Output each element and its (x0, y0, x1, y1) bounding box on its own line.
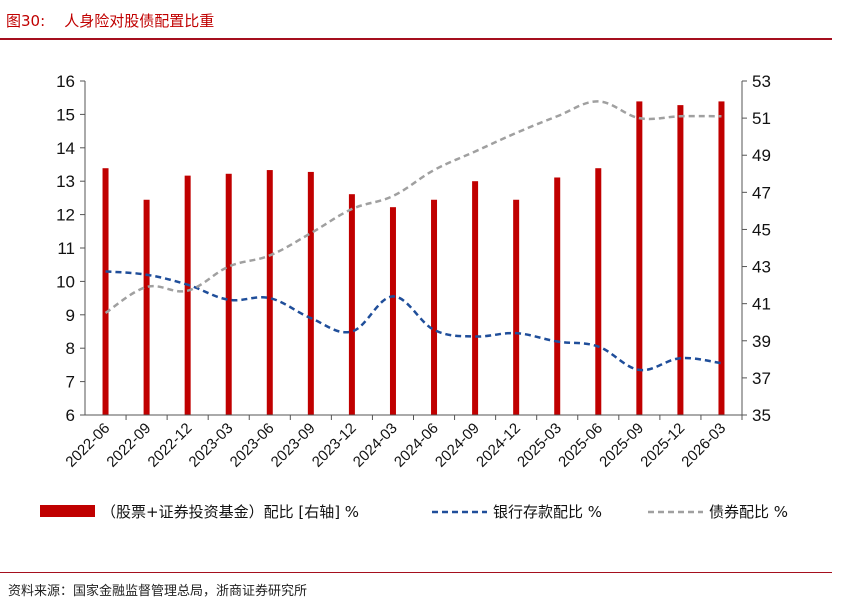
x-tick-label: 2026-03 (678, 420, 729, 471)
x-tick-label: 2024-03 (350, 420, 401, 471)
bar-equity (348, 194, 355, 415)
x-tick-label: 2022-06 (62, 420, 113, 471)
bar-equity (307, 171, 314, 415)
legend-label-equity: （股票+证券投资基金）配比 [右轴] % (101, 503, 359, 521)
bar-equity (431, 199, 438, 415)
bar-equity (184, 175, 191, 415)
x-tick-label: 2025-12 (637, 420, 688, 471)
legend-label-bond: 债券配比 % (709, 503, 788, 521)
x-tick-label: 2023-03 (186, 420, 237, 471)
bar-equity (595, 168, 602, 415)
bottom-rule (0, 572, 832, 573)
left-tick-label: 15 (56, 105, 75, 124)
x-tick-label: 2025-03 (514, 420, 565, 471)
right-tick-label: 47 (752, 183, 771, 202)
left-tick-label: 9 (66, 306, 75, 325)
right-tick-label: 35 (752, 406, 771, 425)
right-tick-label: 41 (752, 295, 771, 314)
bar-equity (718, 101, 725, 416)
legend-item-bank: 银行存款配比 % (432, 503, 602, 521)
figure-title: 图30: 人身险对股债配置比重 (6, 12, 215, 30)
x-tick-label: 2022-09 (103, 420, 154, 471)
bar-equity (225, 173, 232, 415)
left-tick-label: 16 (56, 72, 75, 91)
bar-equity (677, 105, 684, 415)
right-tick-label: 51 (752, 109, 771, 128)
right-tick-label: 37 (752, 369, 771, 388)
chart: 6 7 8 9 10 11 12 13 14 15 16 35 37 39 41 43 45 47 49 51 53 20… (40, 72, 788, 521)
right-tick-label: 45 (752, 220, 771, 239)
bar-equity (266, 170, 273, 415)
bar-equity (554, 177, 561, 415)
left-tick-label: 12 (56, 206, 75, 225)
left-tick-label: 14 (56, 139, 75, 158)
line-bank-deposits (105, 270, 722, 372)
left-tick-label: 7 (66, 373, 75, 392)
right-tick-label: 53 (752, 72, 771, 91)
bar-equity (636, 101, 643, 416)
x-tick-label: 2023-09 (268, 420, 319, 471)
legend-item-bond: 债券配比 % (648, 503, 788, 521)
x-tick-label: 2025-09 (596, 420, 647, 471)
x-tick-label: 2022-12 (145, 420, 196, 471)
bar-equity (472, 181, 479, 415)
bar-equity (513, 199, 520, 415)
source-note: 资料来源：国家金融监督管理总局，浙商证券研究所 (8, 584, 308, 599)
right-tick-label: 43 (752, 258, 771, 277)
bar-equity (102, 168, 109, 415)
x-tick-label: 2024-06 (391, 420, 442, 471)
x-tick-label: 2023-12 (309, 420, 360, 471)
x-tick-label: 2023-06 (227, 420, 278, 471)
line-bonds (104, 100, 722, 315)
x-tick-label: 2025-06 (555, 420, 606, 471)
legend-item-equity: （股票+证券投资基金）配比 [右轴] % (40, 503, 359, 521)
right-tick-label: 39 (752, 332, 771, 351)
legend-swatch-equity (40, 505, 95, 517)
left-tick-label: 8 (66, 339, 75, 358)
bar-equity (143, 199, 150, 415)
left-tick-label: 13 (56, 172, 75, 191)
top-rule (0, 38, 832, 40)
x-tick-label: 2024-09 (432, 420, 483, 471)
right-tick-label: 49 (752, 146, 771, 165)
legend-label-bank: 银行存款配比 % (493, 503, 602, 521)
left-tick-label: 11 (57, 239, 75, 258)
x-tick-label: 2024-12 (473, 420, 524, 471)
bar-equity (389, 207, 396, 415)
left-tick-label: 6 (66, 406, 75, 425)
left-tick-label: 10 (56, 272, 75, 291)
